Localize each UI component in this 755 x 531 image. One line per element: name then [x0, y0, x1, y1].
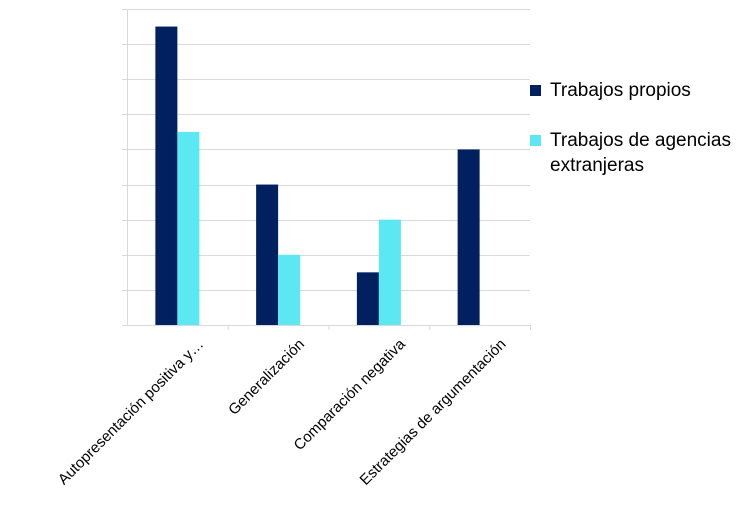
- bar-series-1-category-4: [457, 149, 480, 325]
- bars: [155, 26, 480, 326]
- x-tick-label-2: Generalización: [225, 336, 308, 419]
- bar-series-1-category-3: [356, 272, 379, 325]
- x-tick-label-3: Comparación negativa: [291, 335, 410, 454]
- legend-label-series-1: Trabajos propios: [550, 80, 691, 101]
- legend-item-series-2: Trabajos de agencias extranjeras: [530, 128, 755, 178]
- x-tick-label-1: Autopresentación positiva y…: [55, 336, 207, 488]
- axes: [122, 9, 531, 330]
- bar-series-2-category-2: [278, 254, 301, 325]
- legend-swatch-series-1: [530, 85, 541, 96]
- bar-series-1-category-1: [155, 26, 178, 326]
- legend-item-series-1: Trabajos propios: [530, 78, 755, 103]
- legend-label-series-2: Trabajos de agencias extranjeras: [550, 130, 731, 176]
- bar-series-2-category-3: [378, 219, 401, 325]
- bar-series-2-category-1: [177, 131, 200, 325]
- legend: Trabajos propios Trabajos de agencias ex…: [530, 78, 755, 203]
- legend-swatch-series-2: [530, 135, 541, 146]
- bar-series-1-category-2: [256, 184, 279, 325]
- x-tick-labels: Autopresentación positiva y… Generalizaci…: [55, 335, 510, 488]
